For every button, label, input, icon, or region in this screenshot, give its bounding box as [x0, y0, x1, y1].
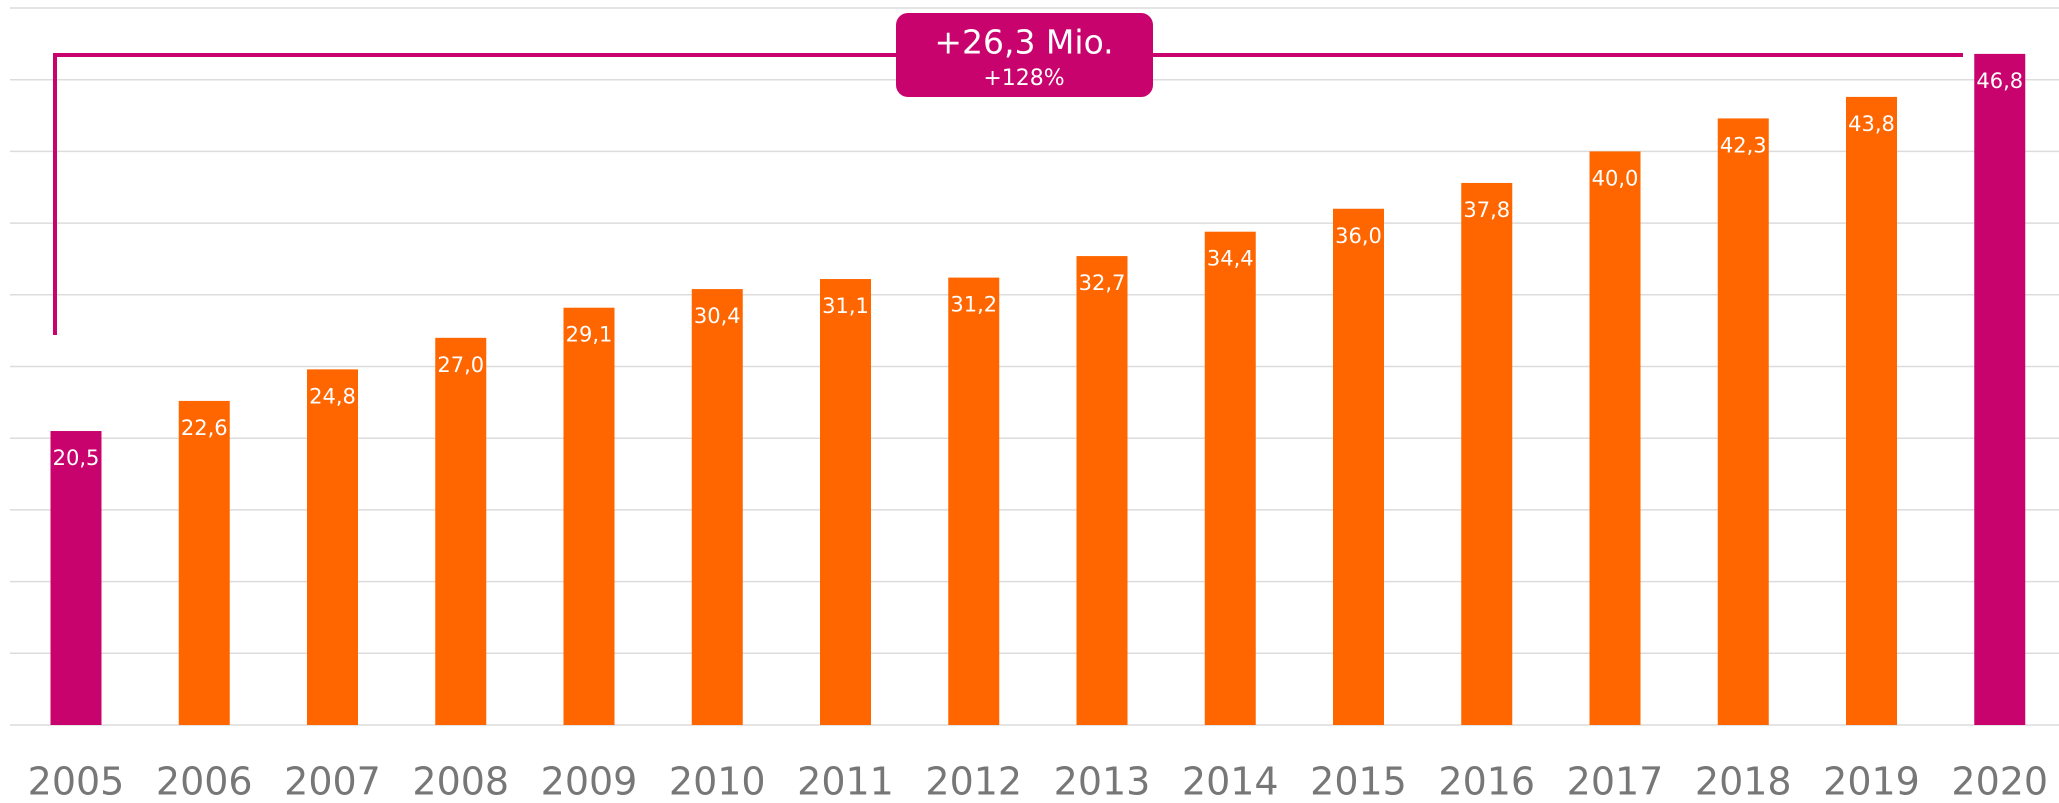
bar: [178, 400, 230, 725]
annotation-box: [896, 13, 1153, 97]
bar: [820, 279, 872, 725]
bar: [1974, 53, 2026, 725]
value-label: 40,0: [1592, 166, 1639, 190]
value-label: 29,1: [566, 323, 613, 347]
bar: [1461, 182, 1513, 725]
x-tick-label: 2017: [1567, 760, 1664, 803]
x-tick-label: 2012: [925, 760, 1022, 803]
value-label: 22,6: [181, 416, 228, 440]
value-label: 32,7: [1079, 271, 1126, 295]
x-tick-label: 2006: [156, 760, 253, 803]
value-label: 30,4: [694, 304, 741, 328]
annotation-text: +26,3 Mio.: [934, 23, 1113, 62]
bracket: [53, 53, 1963, 335]
bar: [563, 307, 615, 725]
bars: 20,5 2005 22,6 2006 24,8 2007 27,0 2008 29,1 2009…: [28, 53, 2048, 803]
bar: [1076, 256, 1128, 725]
x-tick-label: 2010: [669, 760, 766, 803]
x-tick-label: 2009: [541, 760, 638, 803]
annotation-subtext: +128%: [983, 66, 1064, 91]
value-label: 31,2: [950, 293, 997, 317]
bar: [1717, 118, 1769, 726]
x-tick-label: 2015: [1310, 760, 1407, 803]
value-label: 46,8: [1976, 69, 2023, 93]
value-label: 34,4: [1207, 247, 1254, 271]
value-label: 36,0: [1335, 224, 1382, 248]
x-tick-label: 2020: [1951, 760, 2048, 803]
bar: [1846, 96, 1898, 725]
bar: [948, 277, 1000, 725]
x-tick-label: 2005: [28, 760, 125, 803]
value-label: 27,0: [437, 353, 484, 377]
value-label: 42,3: [1720, 133, 1767, 157]
bar: [1204, 231, 1256, 726]
x-tick-label: 2014: [1182, 760, 1279, 803]
bar: [1333, 208, 1385, 725]
bar: [307, 369, 359, 725]
value-label: 20,5: [53, 446, 100, 470]
x-tick-label: 2013: [1054, 760, 1151, 803]
annotation: +26,3 Mio. +128%: [53, 13, 1963, 335]
bar: [50, 431, 102, 725]
value-label: 31,1: [822, 294, 869, 318]
bar: [435, 337, 487, 725]
x-tick-label: 2019: [1823, 760, 1920, 803]
value-label: 37,8: [1463, 198, 1510, 222]
x-tick-label: 2018: [1695, 760, 1792, 803]
x-tick-label: 2016: [1438, 760, 1535, 803]
value-label: 43,8: [1848, 112, 1895, 136]
x-tick-label: 2011: [797, 760, 894, 803]
bar: [1589, 151, 1641, 725]
x-tick-label: 2007: [284, 760, 381, 803]
value-label: 24,8: [309, 384, 356, 408]
bar: [691, 289, 743, 725]
x-tick-label: 2008: [412, 760, 509, 803]
